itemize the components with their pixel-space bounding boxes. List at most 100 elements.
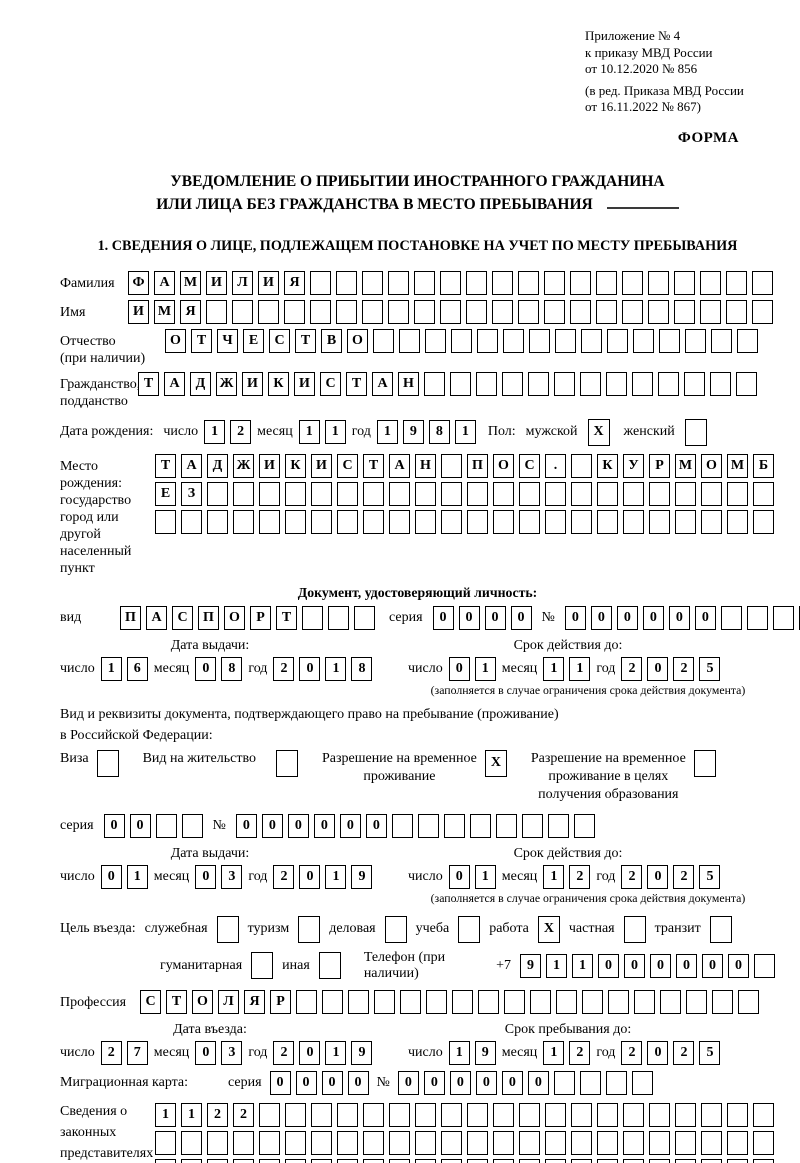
citizenship-cell[interactable] <box>684 371 705 396</box>
date-cell[interactable]: 2 <box>673 864 695 889</box>
date-cell[interactable]: 0 <box>299 1040 321 1065</box>
citizenship-cell[interactable]: А <box>164 371 185 396</box>
surname-cell[interactable]: И <box>258 270 279 295</box>
profession-cell[interactable] <box>504 989 525 1014</box>
representatives-cell[interactable] <box>259 1102 280 1127</box>
private-checkbox[interactable] <box>623 915 646 943</box>
doc-number-cell[interactable]: 0 <box>564 605 586 630</box>
representatives-cell[interactable] <box>233 1130 254 1155</box>
firstname-cell[interactable] <box>726 299 747 324</box>
citizenship-cell[interactable] <box>632 371 653 396</box>
representatives-cell[interactable] <box>285 1158 306 1163</box>
birthplace-cell[interactable] <box>337 481 358 506</box>
representatives-cell[interactable] <box>441 1158 462 1163</box>
surname-cell[interactable] <box>648 270 669 295</box>
citizenship-cell[interactable]: И <box>294 371 315 396</box>
representatives-cell[interactable] <box>155 1130 176 1155</box>
representatives-cell[interactable] <box>727 1130 748 1155</box>
patronymic-cell[interactable] <box>711 328 732 353</box>
birthplace-cell[interactable] <box>753 509 774 534</box>
birthplace-cell[interactable]: С <box>337 453 358 478</box>
firstname-cell[interactable] <box>388 299 409 324</box>
patronymic-cell[interactable] <box>659 328 680 353</box>
representatives-cell[interactable] <box>597 1130 618 1155</box>
surname-cell[interactable]: Л <box>232 270 253 295</box>
surname-cell[interactable] <box>752 270 773 295</box>
date-cell[interactable]: 1 <box>376 420 398 444</box>
profession-cell[interactable] <box>712 989 733 1014</box>
citizenship-cell[interactable] <box>450 371 471 396</box>
citizenship-cell[interactable] <box>710 371 731 396</box>
birthplace-cell[interactable] <box>467 481 488 506</box>
birthplace-cell[interactable]: А <box>389 453 410 478</box>
date-cell[interactable]: 2 <box>100 1040 122 1065</box>
doc-kind-cell[interactable]: П <box>198 605 219 630</box>
representatives-cell[interactable] <box>285 1102 306 1127</box>
doc-number-cell[interactable]: 0 <box>668 605 690 630</box>
representatives-cell[interactable] <box>155 1158 176 1163</box>
representatives-cell[interactable] <box>727 1158 748 1163</box>
date-cell[interactable]: 1 <box>543 864 565 889</box>
representatives-cell[interactable] <box>597 1158 618 1163</box>
birthplace-cell[interactable] <box>701 481 722 506</box>
representatives-cell[interactable] <box>675 1102 696 1127</box>
profession-cell[interactable] <box>348 989 369 1014</box>
patronymic-cell[interactable] <box>633 328 654 353</box>
date-cell[interactable]: 2 <box>621 864 643 889</box>
doc-number-cell[interactable]: 0 <box>590 605 612 630</box>
birthplace-cell[interactable] <box>571 453 592 478</box>
representatives-cell[interactable] <box>519 1158 540 1163</box>
date-cell[interactable]: 2 <box>621 1040 643 1065</box>
patronymic-cell[interactable] <box>737 328 758 353</box>
date-cell[interactable]: 2 <box>569 1040 591 1065</box>
res-number-cell[interactable]: 0 <box>365 813 387 838</box>
patronymic-cell[interactable] <box>581 328 602 353</box>
doc-kind-cell[interactable]: Р <box>250 605 271 630</box>
surname-cell[interactable]: Ф <box>128 270 149 295</box>
firstname-cell[interactable] <box>544 299 565 324</box>
patronymic-cell[interactable] <box>477 328 498 353</box>
res-number-cell[interactable]: 0 <box>339 813 361 838</box>
representatives-cell[interactable] <box>181 1130 202 1155</box>
phone-cell[interactable]: 0 <box>650 953 671 978</box>
citizenship-cell[interactable]: И <box>242 371 263 396</box>
date-cell[interactable]: 0 <box>195 864 217 889</box>
birthplace-cell[interactable] <box>389 509 410 534</box>
birthplace-cell[interactable] <box>259 481 280 506</box>
birthplace-cell[interactable] <box>727 481 748 506</box>
date-cell[interactable]: 1 <box>298 420 320 444</box>
representatives-cell[interactable] <box>675 1130 696 1155</box>
profession-cell[interactable] <box>660 989 681 1014</box>
citizenship-cell[interactable] <box>424 371 445 396</box>
doc-series-cell[interactable]: 0 <box>510 605 532 630</box>
surname-cell[interactable] <box>362 270 383 295</box>
work-checkbox[interactable]: X <box>537 915 560 943</box>
phone-cell[interactable]: 0 <box>624 953 645 978</box>
birthplace-cell[interactable]: Ж <box>233 453 254 478</box>
representatives-cell[interactable] <box>415 1158 436 1163</box>
representatives-cell[interactable] <box>675 1158 696 1163</box>
patronymic-cell[interactable] <box>555 328 576 353</box>
representatives-cell[interactable] <box>623 1158 644 1163</box>
representatives-cell[interactable]: 1 <box>181 1102 202 1127</box>
date-cell[interactable]: 9 <box>351 864 373 889</box>
citizenship-cell[interactable] <box>606 371 627 396</box>
profession-cell[interactable] <box>478 989 499 1014</box>
representatives-cell[interactable] <box>545 1102 566 1127</box>
birthplace-cell[interactable]: Р <box>649 453 670 478</box>
firstname-cell[interactable] <box>570 299 591 324</box>
birthplace-cell[interactable] <box>259 509 280 534</box>
date-cell[interactable]: 2 <box>273 1040 295 1065</box>
study-checkbox[interactable] <box>458 915 481 943</box>
birthplace-cell[interactable]: Б <box>753 453 774 478</box>
firstname-cell[interactable]: Я <box>180 299 201 324</box>
profession-cell[interactable] <box>738 989 759 1014</box>
date-cell[interactable]: 1 <box>543 1040 565 1065</box>
firstname-cell[interactable] <box>414 299 435 324</box>
phone-cell[interactable]: 1 <box>546 953 567 978</box>
birthplace-cell[interactable] <box>363 509 384 534</box>
date-cell[interactable]: 2 <box>273 656 295 681</box>
birthplace-cell[interactable] <box>519 481 540 506</box>
birthplace-cell[interactable]: А <box>181 453 202 478</box>
representatives-cell[interactable] <box>753 1130 774 1155</box>
